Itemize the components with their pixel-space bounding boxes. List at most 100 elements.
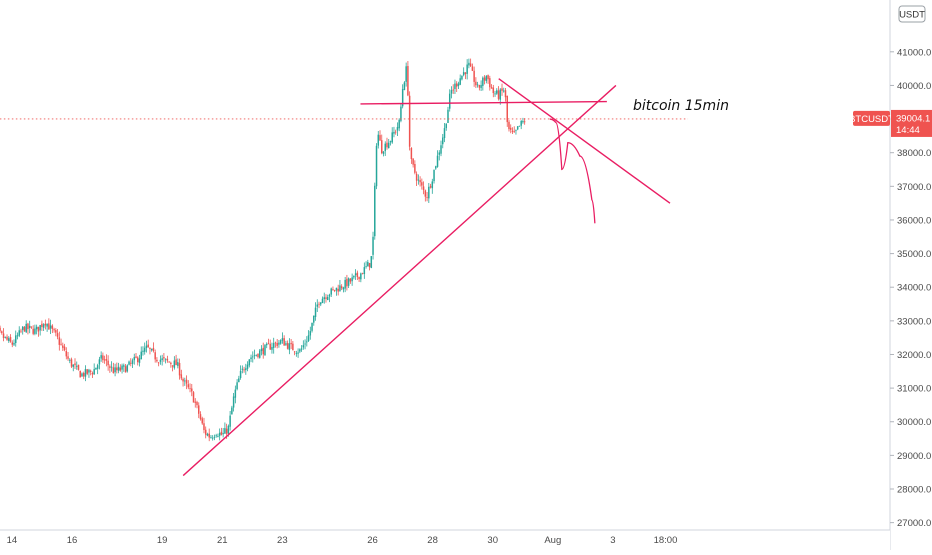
candle-body: [503, 90, 505, 92]
candle-body: [100, 355, 102, 359]
time-tick-label: 14: [7, 535, 18, 546]
candle-body: [217, 436, 219, 437]
candle-body: [222, 433, 224, 435]
candle-body: [469, 63, 472, 67]
candle-body: [225, 428, 228, 434]
candle-body: [283, 338, 285, 346]
currency-label: USDT: [899, 10, 925, 21]
candle-body: [302, 345, 305, 348]
candle-body: [431, 181, 434, 189]
candle-body: [131, 360, 134, 364]
candle-body: [407, 66, 409, 96]
candle-body: [328, 294, 331, 297]
price-axis[interactable]: 27000.0 28000.0 29000.0 30000.0 31000.0 32000…: [889, 0, 932, 550]
candle-body: [1, 331, 3, 333]
candle-body: [185, 379, 188, 384]
time-axis[interactable]: 14 16 19 21 23 26 28 30 Aug 3 18:00: [0, 529, 890, 550]
candle-body: [178, 362, 181, 376]
candle-body: [208, 433, 210, 438]
candle-body: [325, 297, 327, 299]
candle-body: [149, 347, 151, 349]
candle-body: [116, 367, 118, 371]
candle-body: [309, 331, 312, 336]
candle-body: [478, 84, 481, 88]
time-tick-label: 18:00: [654, 535, 678, 546]
candle-body: [168, 361, 170, 363]
candle-body: [133, 357, 136, 361]
candle-body: [182, 378, 184, 382]
resistance-line[interactable]: [360, 100, 607, 105]
candle-body: [304, 343, 306, 345]
candle-body: [2, 333, 5, 339]
chart-annotation[interactable]: bitcoin 15min: [633, 98, 729, 114]
currency-button[interactable]: USDT: [898, 5, 926, 23]
candle-body: [367, 262, 369, 267]
candle-body: [110, 366, 113, 368]
candle-body: [372, 236, 374, 255]
candle-body: [136, 357, 139, 363]
candle-body: [171, 365, 174, 367]
candle-body: [241, 368, 244, 370]
candle-body: [520, 120, 522, 126]
projection-path[interactable]: [549, 118, 596, 224]
candle-body: [201, 418, 203, 424]
candle-body: [351, 277, 353, 282]
candle-body: [35, 326, 38, 330]
candle-body: [166, 358, 169, 361]
candle-body: [21, 326, 24, 330]
candle-body: [74, 363, 76, 366]
candle-body: [215, 435, 217, 437]
candle-body: [445, 123, 447, 129]
candle-body: [55, 330, 57, 333]
candle-body: [346, 278, 348, 287]
rising-trendline[interactable]: [182, 84, 617, 477]
candle-body: [476, 84, 479, 86]
candle-body: [199, 414, 202, 420]
candle-body: [152, 347, 155, 351]
candle-body: [292, 343, 294, 351]
candle-body: [408, 95, 411, 147]
candle-body: [394, 131, 397, 133]
candle-body: [227, 425, 230, 434]
drawing-layer[interactable]: [0, 78, 689, 477]
time-axis-background: [0, 530, 890, 550]
candle-body: [501, 88, 503, 91]
candle-body: [211, 437, 214, 439]
candle-body: [79, 370, 81, 378]
candle-body: [511, 130, 514, 132]
candle-body: [46, 323, 48, 327]
candle-body: [464, 72, 467, 74]
price-axis-background: [890, 0, 932, 550]
candle-body: [360, 273, 362, 280]
candle-body: [320, 302, 322, 305]
candle-body: [86, 369, 88, 374]
candle-body: [192, 392, 195, 403]
candle-body: [311, 322, 313, 331]
candle-body: [424, 190, 427, 197]
candle-body: [374, 185, 376, 237]
candle-body: [278, 342, 280, 345]
candle-body: [347, 278, 350, 286]
last-price-label: 39004.1: [896, 113, 930, 124]
candle-body: [157, 362, 160, 364]
candle-body: [516, 126, 519, 130]
candle-body: [159, 359, 162, 362]
candle-body: [180, 374, 183, 379]
candle-body: [81, 373, 83, 377]
candle-body: [281, 338, 284, 341]
symbol-tag: [853, 110, 890, 126]
candle-body: [27, 323, 29, 330]
descending-line[interactable]: [498, 78, 671, 204]
candle-body: [77, 364, 80, 370]
candle-body: [285, 343, 287, 345]
price-tick-label: 29000.0: [897, 451, 931, 462]
candle-body: [218, 432, 221, 436]
candle-body: [119, 367, 122, 371]
candle-body: [248, 359, 251, 366]
candle-body: [0, 327, 1, 331]
candle-body: [313, 315, 315, 323]
candle-body: [245, 368, 247, 371]
candle-body: [220, 431, 223, 435]
